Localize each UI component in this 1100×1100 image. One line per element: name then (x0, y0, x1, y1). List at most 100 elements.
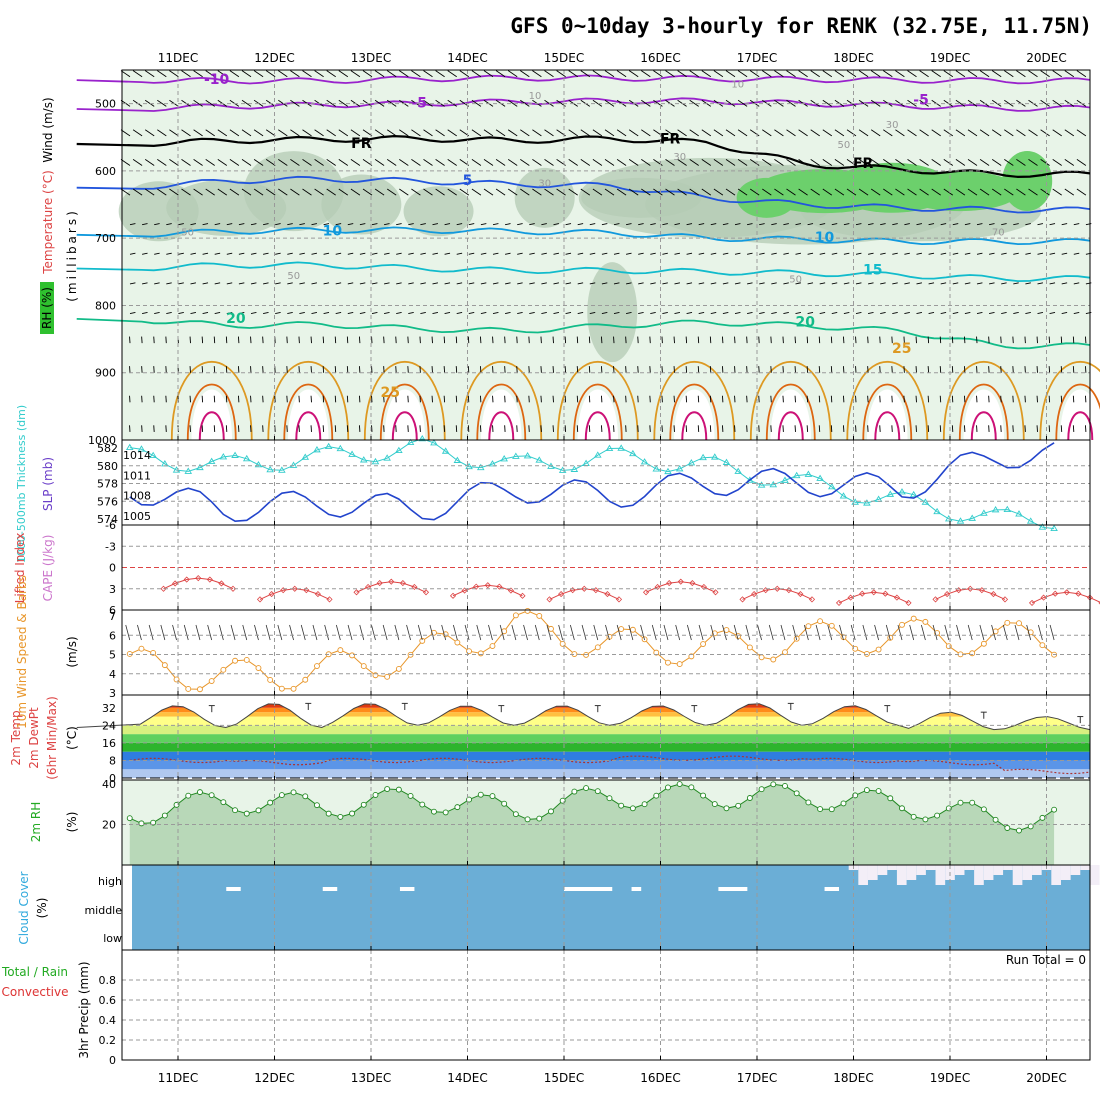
wind-barb (347, 252, 354, 255)
wind-barb (638, 223, 644, 226)
wind-barb (907, 99, 917, 107)
wind-barb (674, 252, 681, 255)
wind-barb (214, 311, 221, 314)
ylabel-cape: CAPE (J/kg) (41, 535, 55, 602)
isotherm-30 (379, 383, 430, 441)
rh2m-point (676, 781, 683, 787)
wind-barb (338, 70, 349, 78)
temp-band (122, 769, 1090, 778)
wind-barb (411, 159, 421, 166)
thickness-point (149, 451, 157, 459)
wind-barb (638, 252, 644, 255)
isotherm-label: 25 (381, 385, 400, 401)
wind-barb (1004, 70, 1014, 78)
cloud-fill (132, 865, 1090, 950)
wind-barb (795, 311, 802, 314)
wind-barb (822, 99, 833, 107)
rh2m-point (466, 796, 473, 803)
wind-barb (326, 70, 336, 78)
wind-barb (734, 311, 741, 314)
wind-barb (1004, 188, 1014, 196)
wind-barb (737, 70, 748, 78)
rh2m-point (243, 810, 250, 817)
wind-barb (250, 282, 257, 285)
wind-barb (577, 223, 584, 226)
wind-barb (1004, 159, 1014, 166)
wind-barb (964, 252, 971, 255)
wind-barb (880, 311, 886, 314)
wind-barb (662, 282, 668, 285)
wind-barb (435, 159, 445, 166)
wind-barb (989, 311, 995, 314)
isotherm-label: 30 (673, 152, 686, 163)
wind-barb (568, 70, 578, 78)
isotherm-label: 50 (181, 227, 194, 238)
li-point (461, 587, 468, 594)
wind-barb (701, 70, 712, 78)
wind-barb (241, 70, 252, 78)
wind-tick: 4 (109, 668, 116, 681)
wind-barb (1025, 311, 1031, 314)
wind-barb (626, 282, 632, 285)
wind-barb (604, 99, 615, 107)
wind-barb (601, 282, 608, 285)
wind-barb (674, 311, 681, 314)
wind-barb-10m (1038, 624, 1043, 641)
wind-barb (492, 311, 499, 314)
wind-barb (435, 129, 445, 137)
wind-barb (892, 223, 898, 226)
wind-barb (287, 223, 293, 226)
wind-barb (338, 159, 349, 166)
date-label-bottom: 14DEC (447, 1071, 487, 1085)
wind-barb (396, 223, 402, 226)
isotherm-30 (862, 383, 913, 441)
wind-barb (154, 252, 160, 255)
isotherm-label: FR (351, 136, 372, 152)
cloud-clear (1089, 865, 1100, 885)
wind-barb (747, 223, 753, 226)
wind-barb (520, 188, 530, 196)
isotherm-25 (170, 361, 253, 441)
wind-barb (1001, 282, 1007, 285)
precip-tick: 0.6 (99, 994, 117, 1007)
wind-barb (771, 252, 777, 255)
wind-barb (532, 188, 542, 196)
date-label-bottom: 17DEC (737, 1071, 777, 1085)
isotherm-label: 30 (538, 178, 551, 189)
wind-barb (904, 252, 910, 255)
wind-barb (181, 188, 191, 196)
wind-barb (895, 159, 905, 166)
li-tick: 6 (109, 604, 116, 617)
wind-barb (628, 188, 639, 196)
rh2m-point (477, 791, 484, 798)
wind-barb-10m (675, 624, 681, 641)
rh2m-point (665, 784, 671, 791)
wind-barb (507, 159, 518, 166)
cloud-y-labels: Cloud Cover (%) high middle low (17, 871, 122, 945)
wind-barb (916, 252, 923, 255)
wind-barb (265, 129, 276, 137)
wind-barb (967, 188, 978, 196)
rh2m-point (454, 804, 461, 811)
thickness-point (605, 444, 614, 451)
wind-barb-10m (979, 624, 985, 641)
cloud-clear (993, 865, 1004, 875)
rh2m-point (208, 792, 215, 799)
wind-barb (807, 282, 814, 285)
wind-barb (943, 188, 954, 196)
thickness-point (266, 465, 274, 473)
wind-barb (541, 311, 547, 314)
wind-barb (858, 129, 869, 137)
rh2m-point (255, 807, 262, 814)
wind-barb (1037, 223, 1044, 226)
rh2m-point (161, 812, 168, 819)
ylabel-pressure: (millibars) (65, 208, 79, 302)
li-point (859, 590, 866, 597)
li-y-labels: Lifted Index CAPE (J/kg) (13, 533, 55, 604)
wind-point (665, 659, 671, 666)
chart-title: GFS 0~10day 3-hourly for RENK (32.75E, 1… (510, 14, 1092, 38)
wind-barb (1028, 188, 1038, 196)
wind-barb (302, 70, 312, 78)
wind-point (126, 650, 133, 657)
isotherm-label: 50 (837, 140, 850, 151)
